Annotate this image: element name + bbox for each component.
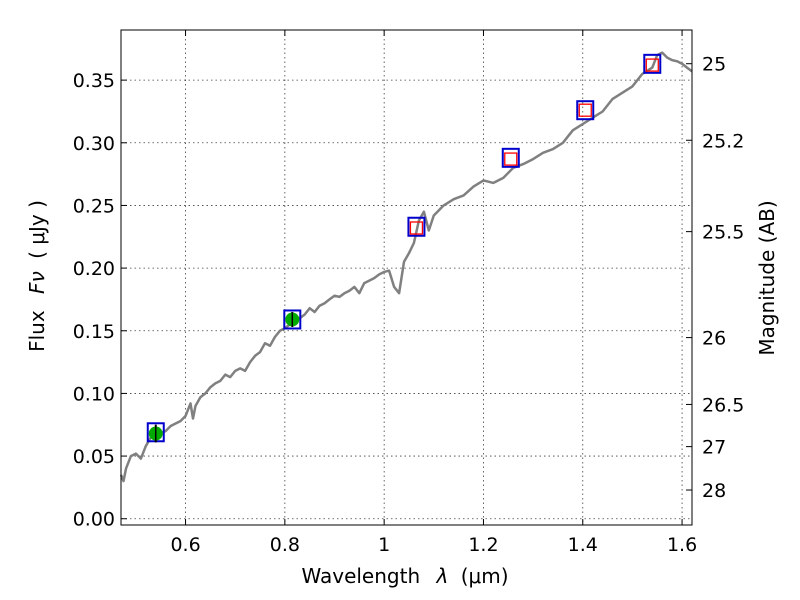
x-axis-title-unit: (μm) bbox=[461, 564, 509, 588]
y-tick-label: 0.20 bbox=[73, 258, 115, 280]
right-tick-label: 28 bbox=[702, 480, 726, 502]
x-tick-label: 1 bbox=[378, 534, 390, 556]
x-axis-title-main: Wavelength bbox=[301, 564, 420, 588]
right-tick-label: 25.5 bbox=[702, 222, 744, 244]
model-flux-point bbox=[643, 53, 662, 74]
y-axis-title: Flux Fν ( μJy ) bbox=[25, 200, 49, 352]
x-tick-label: 1.4 bbox=[568, 534, 598, 556]
right-tick-label: 25 bbox=[702, 54, 726, 76]
upper-limit-point bbox=[578, 103, 592, 117]
model-flux-point bbox=[283, 309, 302, 330]
upper-limit-point bbox=[504, 152, 518, 166]
spectrum-line bbox=[119, 51, 693, 483]
y-axis-title-symbol: Fν bbox=[25, 271, 49, 294]
right-tick-label: 26 bbox=[702, 328, 726, 350]
y-tick-label: 0.10 bbox=[73, 383, 115, 405]
right-axis-title: Magnitude (AB) bbox=[755, 200, 779, 355]
grid-lines bbox=[121, 30, 692, 525]
x-tick-label: 1.6 bbox=[667, 534, 697, 556]
y-tick-label: 0.35 bbox=[73, 70, 115, 92]
upper-limit-point bbox=[409, 221, 424, 235]
upper-limit-point bbox=[645, 58, 659, 72]
x-tick-label: 0.6 bbox=[170, 534, 200, 556]
plot-frame bbox=[120, 29, 693, 526]
x-axis-title-symbol: λ bbox=[436, 564, 449, 588]
x-tick-label: 1.2 bbox=[468, 534, 498, 556]
y-tick-label: 0.05 bbox=[73, 446, 115, 468]
model-flux-point bbox=[501, 147, 520, 168]
y-tick-label: 0.15 bbox=[73, 321, 115, 343]
x-tick-label: 0.8 bbox=[270, 534, 300, 556]
model-flux-point bbox=[407, 216, 426, 237]
right-tick-label: 27 bbox=[702, 437, 726, 459]
right-tick-label: 25.2 bbox=[702, 130, 744, 152]
model-spectrum bbox=[119, 51, 693, 483]
data-points bbox=[146, 53, 662, 443]
axis-ticks: 0.6 0.8 1 1.2 1.4 1.6 0.00 0.05 0.10 0.15 0.20 0.25… bbox=[73, 30, 744, 556]
y-axis-title-unit: ( μJy ) bbox=[25, 200, 49, 259]
model-flux-point bbox=[576, 100, 595, 121]
y-tick-label: 0.00 bbox=[73, 509, 115, 531]
y-axis-title-main: Flux bbox=[25, 310, 49, 352]
x-axis-title: Wavelength λ (μm) bbox=[301, 564, 508, 588]
y-tick-label: 0.25 bbox=[73, 195, 115, 217]
right-tick-label: 26.5 bbox=[702, 394, 744, 416]
y-tick-label: 0.30 bbox=[73, 133, 115, 155]
